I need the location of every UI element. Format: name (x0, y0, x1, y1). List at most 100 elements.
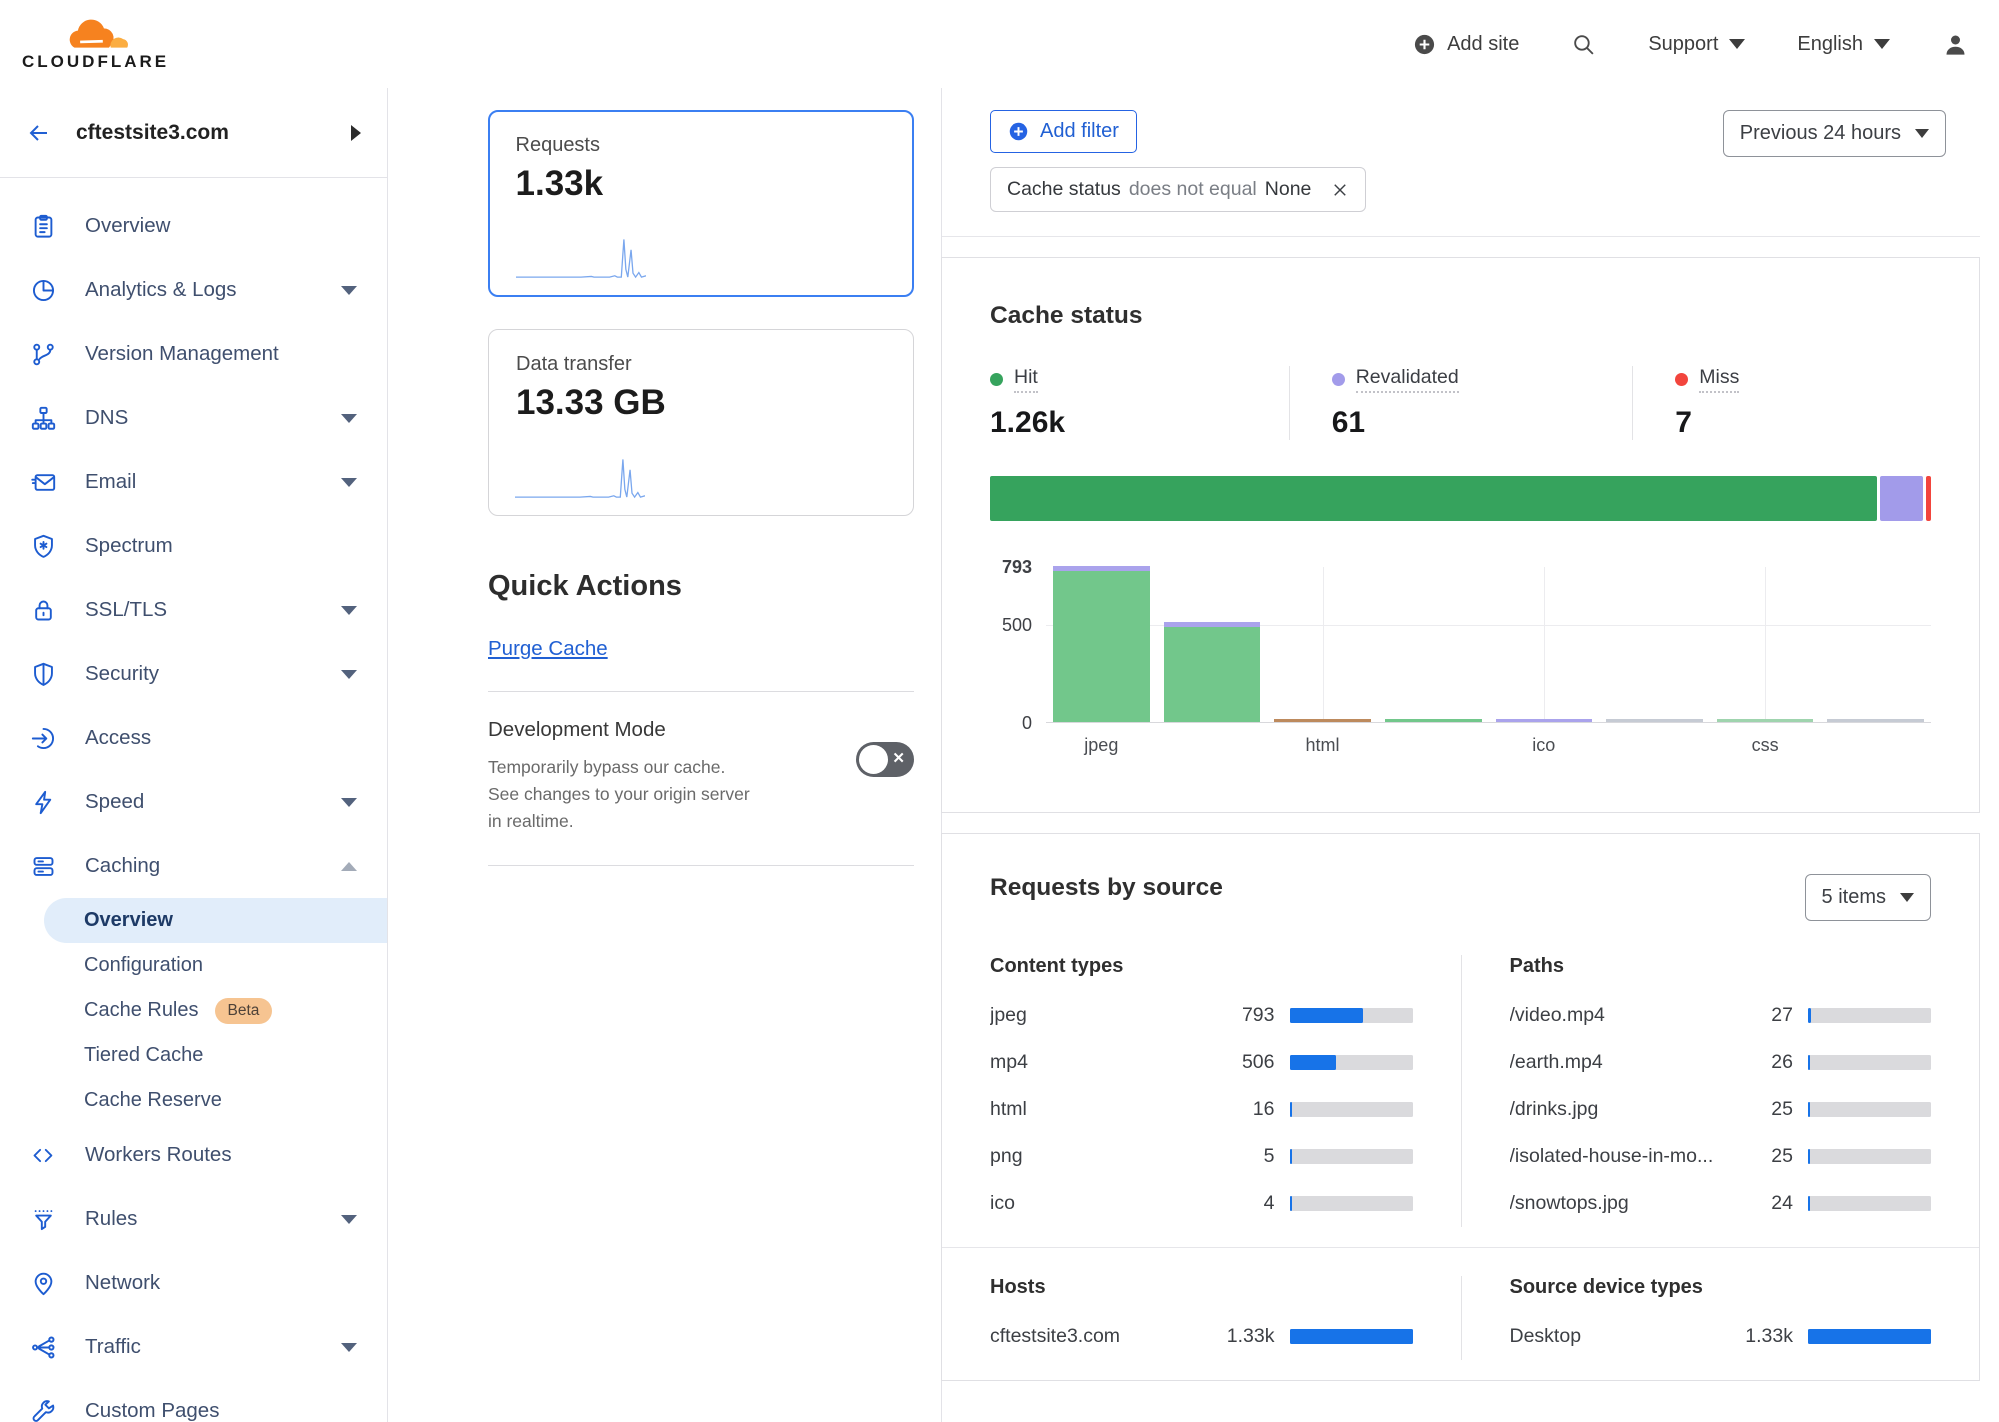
y-axis-tick-0: 0 (1021, 713, 1032, 733)
development-mode-description: Temporarily bypass our cache. See change… (488, 757, 750, 832)
time-range-select[interactable]: Previous 24 hours (1722, 110, 1946, 157)
sidebar-item-access[interactable]: Access (0, 706, 387, 770)
row-label: /earth.mp4 (1509, 1051, 1603, 1073)
access-arrow-icon (30, 725, 57, 752)
support-menu[interactable]: Support (1648, 33, 1746, 56)
row-value: 5 (1263, 1145, 1275, 1167)
chart-bar-css (1716, 719, 1814, 722)
data-transfer-label: Data transfer (516, 353, 632, 375)
gridline-vertical (1543, 567, 1545, 722)
sidebar-item-analytics-logs[interactable]: Analytics & Logs (0, 258, 387, 322)
sidebar-item-email[interactable]: Email (0, 450, 387, 514)
row-bar-track (1808, 1329, 1931, 1344)
sidebar-subitem-cache-rules[interactable]: Cache Rules Beta (0, 988, 387, 1033)
cache-status-title: Cache status (990, 302, 1143, 329)
sidebar-item-network[interactable]: Network (0, 1251, 387, 1315)
gridline-500 (1046, 624, 1931, 626)
back-arrow-icon[interactable] (26, 121, 52, 145)
location-pin-icon (30, 1270, 57, 1297)
x-axis-tick-empty (1157, 735, 1268, 756)
sidebar-item-custom-pages[interactable]: Custom Pages (0, 1379, 387, 1422)
filter-bar: Add filter Cache status does not equal N… (942, 88, 1980, 212)
cache-status-bar-chart: 793 500 0 jpeg html ico css (990, 557, 1931, 772)
chevron-down-icon (1874, 39, 1890, 49)
legend-value-revalidated: 61 (1331, 406, 1366, 439)
sidebar-item-traffic[interactable]: Traffic (0, 1315, 387, 1379)
user-avatar-button[interactable] (1942, 31, 1969, 58)
sidebar-item-overview[interactable]: Overview (0, 194, 387, 258)
quick-actions-title: Quick Actions (488, 570, 682, 602)
sidebar-item-spectrum[interactable]: Spectrum (0, 514, 387, 578)
site-header: cftestsite3.com (0, 88, 387, 178)
git-branch-icon (30, 341, 57, 368)
gridline-vertical (1322, 567, 1324, 722)
chart-plot-area (1046, 566, 1931, 723)
row-label: html (990, 1098, 1027, 1120)
sidebar-subitem-tiered-cache[interactable]: Tiered Cache (0, 1033, 387, 1078)
site-name: cftestsite3.com (76, 120, 229, 144)
data-transfer-metric-card[interactable]: Data transfer 13.33 GB (488, 329, 914, 516)
chevron-down-icon (1729, 39, 1746, 49)
divider (488, 865, 914, 867)
x-axis-tick-empty (1378, 735, 1489, 756)
chevron-down-icon (341, 285, 357, 295)
search-icon (1574, 34, 1594, 55)
data-transfer-value: 13.33 GB (516, 383, 666, 422)
bar-segment-revalidated (1163, 622, 1261, 627)
chart-bar (1163, 622, 1261, 722)
chevron-up-icon (341, 861, 357, 871)
legend-label-miss[interactable]: Miss (1699, 366, 1740, 393)
sidebar: cftestsite3.com Overview Analytics & Logs… (0, 88, 388, 1422)
requests-metric-card[interactable]: Requests 1.33k (488, 110, 914, 297)
development-mode-toggle[interactable]: ✕ (856, 742, 914, 777)
legend-label-hit[interactable]: Hit (1014, 366, 1038, 393)
shield-icon (30, 661, 57, 688)
add-site-button[interactable]: Add site (1413, 33, 1519, 56)
plus-circle-icon (1009, 122, 1028, 141)
spectrum-shield-icon (30, 533, 57, 560)
chevron-down-icon (341, 1214, 357, 1224)
sidebar-item-dns[interactable]: DNS (0, 386, 387, 450)
sidebar-item-label: Traffic (85, 1335, 141, 1358)
add-filter-button[interactable]: Add filter (990, 110, 1137, 153)
sidebar-item-ssl-tls[interactable]: SSL/TLS (0, 578, 387, 642)
sidebar-subitem-cache-reserve[interactable]: Cache Reserve (0, 1078, 387, 1123)
development-mode-title: Development Mode (488, 718, 666, 741)
hosts-column: Hosts cftestsite3.com 1.33k (990, 1276, 1461, 1360)
sidebar-item-version-management[interactable]: Version Management (0, 322, 387, 386)
chart-bar-html (1274, 718, 1371, 722)
sidebar-subitem-label: Configuration (84, 954, 203, 976)
sidebar-subitem-configuration[interactable]: Configuration (0, 943, 387, 988)
analytics-pie-icon (30, 277, 57, 304)
bar-segment-hit (1163, 626, 1261, 722)
row-bar-fill (1808, 1102, 1811, 1117)
x-axis-tick-css: css (1751, 735, 1779, 755)
row-value: 26 (1771, 1051, 1793, 1073)
sidebar-item-caching[interactable]: Caching (0, 834, 387, 898)
traffic-split-icon (30, 1334, 57, 1361)
filter-chip[interactable]: Cache status does not equal None (990, 167, 1367, 212)
sidebar-item-label: Overview (85, 214, 171, 237)
row-bar-fill (1289, 1008, 1363, 1023)
sidebar-item-workers-routes[interactable]: Workers Routes (0, 1123, 387, 1187)
bar-segment-revalidated (1495, 719, 1593, 722)
sidebar-item-speed[interactable]: Speed (0, 770, 387, 834)
legend-label-revalidated[interactable]: Revalidated (1355, 366, 1459, 393)
content-types-row-mp4: mp4 506 (990, 1039, 1413, 1086)
cloudflare-logo[interactable]: CLOUDFLARE (22, 17, 169, 72)
items-count-select[interactable]: 5 items (1804, 874, 1931, 921)
site-switcher-caret-icon[interactable] (351, 124, 361, 141)
purge-cache-link[interactable]: Purge Cache (488, 637, 608, 660)
row-value: 506 (1241, 1051, 1275, 1073)
content-types-row-png: png 5 (990, 1133, 1413, 1180)
sidebar-item-rules[interactable]: Rules (0, 1187, 387, 1251)
sidebar-subitem-overview[interactable]: Overview (44, 898, 387, 943)
language-menu[interactable]: English (1797, 33, 1890, 56)
search-button[interactable] (1571, 32, 1596, 57)
clipboard-icon (30, 213, 57, 240)
sidebar-subitem-label: Overview (84, 909, 173, 931)
remove-filter-icon[interactable] (1331, 181, 1349, 199)
email-icon (30, 469, 57, 496)
chevron-down-icon (341, 669, 357, 679)
sidebar-item-security[interactable]: Security (0, 642, 387, 706)
